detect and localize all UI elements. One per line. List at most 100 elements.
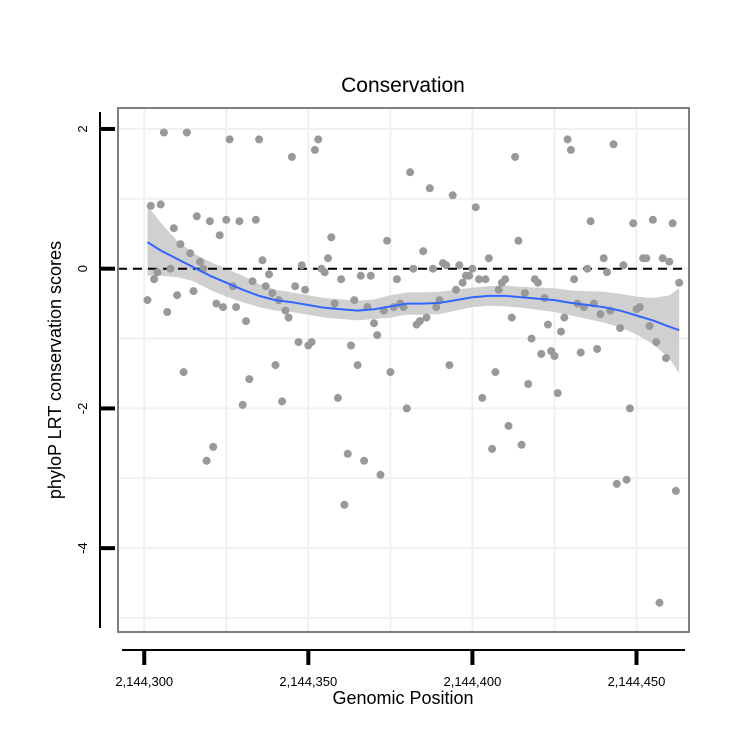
data-point xyxy=(353,361,362,370)
data-point xyxy=(448,191,457,200)
data-point xyxy=(586,217,595,226)
data-point xyxy=(173,291,182,300)
data-point xyxy=(258,256,267,265)
data-point xyxy=(560,313,569,322)
y-tick-label: 0 xyxy=(75,265,90,272)
data-point xyxy=(150,275,159,284)
panel-background xyxy=(118,108,689,632)
data-point xyxy=(471,203,480,212)
data-point xyxy=(255,135,264,144)
data-point xyxy=(648,215,657,224)
data-point xyxy=(652,338,661,347)
data-point xyxy=(248,277,257,286)
data-point xyxy=(402,404,411,413)
data-point xyxy=(297,261,306,270)
data-point xyxy=(619,261,628,270)
data-point xyxy=(310,145,319,154)
data-point xyxy=(347,341,355,350)
data-point xyxy=(356,271,365,280)
data-point xyxy=(186,249,195,258)
data-point xyxy=(294,338,303,347)
data-point xyxy=(566,145,575,154)
x-tick-label: 2,144,300 xyxy=(115,674,173,689)
data-point xyxy=(261,282,270,291)
data-point xyxy=(370,319,378,328)
data-point xyxy=(245,375,254,384)
data-point xyxy=(665,257,674,266)
data-point xyxy=(215,231,224,240)
data-point xyxy=(445,361,454,370)
data-point xyxy=(196,257,204,266)
data-point xyxy=(475,275,483,284)
data-point xyxy=(570,275,579,284)
data-point xyxy=(159,128,168,137)
data-point xyxy=(360,456,369,465)
data-point xyxy=(376,470,385,479)
smooth-fit-line xyxy=(146,241,680,332)
data-point xyxy=(534,278,542,287)
confidence-band xyxy=(147,205,680,374)
data-point xyxy=(527,334,536,343)
data-point xyxy=(583,264,592,273)
data-point xyxy=(179,368,188,377)
data-point xyxy=(320,268,329,277)
data-point xyxy=(340,500,349,509)
chart-title: Conservation xyxy=(341,74,465,97)
data-point xyxy=(455,261,464,270)
data-point xyxy=(392,275,401,284)
data-point xyxy=(550,352,559,360)
data-point xyxy=(491,368,500,377)
data-point xyxy=(425,184,434,193)
data-point xyxy=(625,404,634,413)
x-axis-title: Genomic Position xyxy=(332,688,473,708)
data-point xyxy=(189,287,198,296)
data-point xyxy=(192,212,201,221)
data-point xyxy=(366,271,375,280)
data-point xyxy=(658,254,667,263)
data-point xyxy=(209,442,218,451)
data-point xyxy=(146,201,155,210)
y-tick-label: -2 xyxy=(75,403,90,415)
data-point xyxy=(278,397,287,406)
data-point xyxy=(514,236,523,245)
data-point xyxy=(314,135,323,144)
data-point xyxy=(301,285,310,294)
data-point xyxy=(501,275,510,284)
data-point xyxy=(563,135,572,144)
data-point xyxy=(327,233,336,242)
data-point xyxy=(156,200,165,209)
y-axis-title: phyloP LRT conservation scores xyxy=(45,241,65,499)
data-point xyxy=(484,254,493,263)
data-point xyxy=(225,135,234,144)
data-point xyxy=(242,317,250,326)
data-point xyxy=(373,331,382,340)
data-point xyxy=(458,278,467,287)
data-point xyxy=(143,296,152,305)
data-point xyxy=(465,271,474,280)
data-point xyxy=(655,598,664,607)
data-point xyxy=(222,215,231,224)
data-point xyxy=(524,380,533,388)
data-point xyxy=(422,313,431,322)
data-point xyxy=(406,168,415,177)
data-point xyxy=(612,479,621,488)
data-point xyxy=(468,264,477,273)
data-point xyxy=(494,285,503,294)
data-point xyxy=(543,320,552,329)
data-point xyxy=(603,268,611,277)
data-point xyxy=(609,140,618,149)
data-point xyxy=(202,456,211,465)
data-point xyxy=(235,217,244,226)
data-point xyxy=(176,240,185,249)
data-point xyxy=(511,152,520,161)
data-point xyxy=(166,264,175,273)
data-point xyxy=(540,294,549,302)
y-tick-label: -4 xyxy=(75,542,90,554)
data-point xyxy=(419,247,428,256)
data-point xyxy=(409,264,418,273)
data-point xyxy=(182,128,191,137)
data-point xyxy=(232,303,241,312)
data-point xyxy=(205,217,214,226)
data-point xyxy=(265,270,273,279)
data-point xyxy=(517,440,526,449)
